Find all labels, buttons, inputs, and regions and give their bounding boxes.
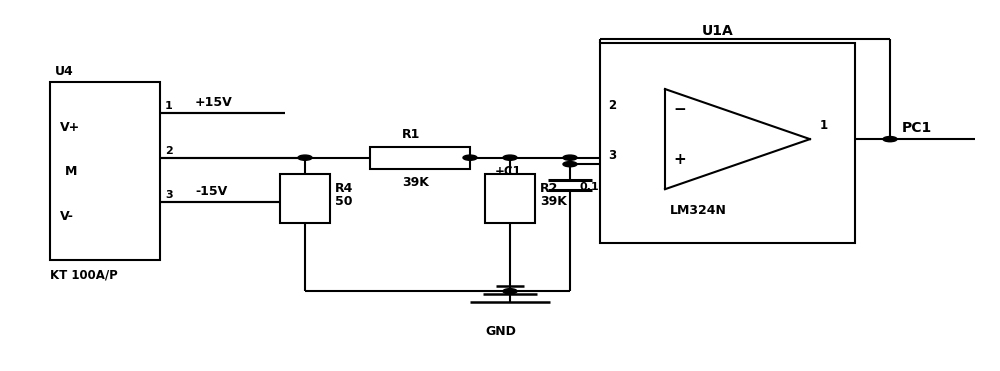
Circle shape (298, 155, 312, 160)
Text: 39K: 39K (540, 195, 567, 208)
Text: 2: 2 (608, 99, 616, 112)
Bar (600, 43, 855, 243)
Text: R2: R2 (540, 182, 558, 195)
Bar (485, 174, 535, 223)
Bar (50, 82, 160, 260)
Text: 50: 50 (335, 195, 352, 208)
Circle shape (503, 289, 517, 294)
Circle shape (503, 155, 517, 160)
Text: 1: 1 (165, 101, 173, 111)
Text: PC1: PC1 (902, 121, 932, 135)
Text: +C1: +C1 (495, 165, 522, 178)
Text: 0.1uF: 0.1uF (580, 182, 615, 192)
Text: 1: 1 (820, 119, 828, 132)
Text: −: − (673, 102, 686, 117)
Text: 3: 3 (165, 190, 173, 200)
Text: V+: V+ (60, 121, 80, 134)
Text: R1: R1 (402, 128, 420, 141)
Circle shape (463, 155, 477, 160)
Text: KT 100A/P: KT 100A/P (50, 269, 118, 282)
Text: GND: GND (485, 325, 516, 338)
Circle shape (563, 155, 577, 160)
Text: +15V: +15V (195, 96, 233, 109)
Text: +: + (673, 152, 686, 167)
Text: R4: R4 (335, 182, 353, 195)
Text: 39K: 39K (402, 176, 429, 189)
Circle shape (563, 162, 577, 167)
Text: V-: V- (60, 210, 74, 223)
Bar (280, 174, 330, 223)
Bar (370, 147, 470, 169)
Text: U1A: U1A (702, 24, 734, 38)
Text: 3: 3 (608, 149, 616, 162)
Text: 2: 2 (165, 146, 173, 156)
Text: U4: U4 (55, 65, 74, 78)
Text: M: M (65, 165, 77, 178)
Text: -15V: -15V (195, 186, 227, 198)
Circle shape (883, 137, 897, 142)
Text: LM324N: LM324N (670, 204, 727, 217)
